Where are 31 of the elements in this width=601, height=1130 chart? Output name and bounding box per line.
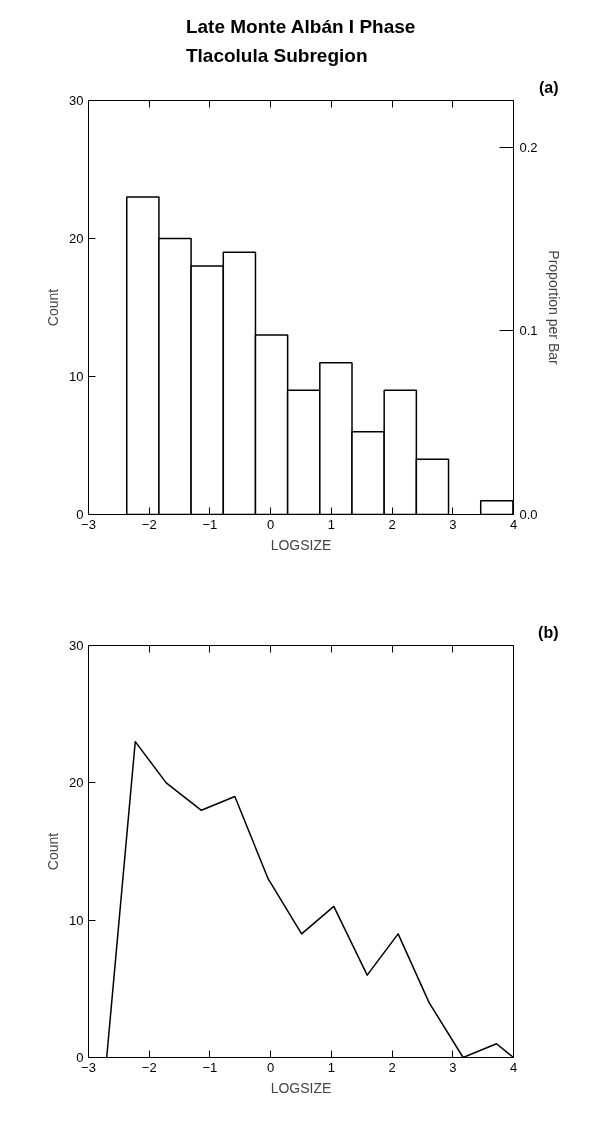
y-tick-label: 10: [69, 369, 84, 384]
x-tick-label: 0: [267, 516, 275, 532]
x-tick-label: −2: [141, 1059, 157, 1075]
y2-axis-title: Proportion per Bar: [545, 250, 562, 366]
x-tick-label: 1: [327, 1059, 335, 1075]
chart-title: Late Monte Albán I Phase Tlacolula Subregion: [185, 16, 416, 67]
x-tick-label: 2: [388, 1059, 396, 1075]
x-tick-label: 1: [327, 516, 335, 532]
y-tick-label: 20: [69, 775, 84, 791]
x-axis-title: LOGSIZE: [270, 1079, 332, 1096]
y-axis-title: Count: [45, 832, 62, 871]
y-axis-title: Count: [45, 288, 62, 327]
x-tick-label: 3: [449, 1059, 457, 1075]
x-tick-label: 2: [388, 516, 396, 532]
y-tick-label: 10: [69, 912, 84, 928]
text: (b): [538, 623, 559, 641]
y2-tick-label: 0.1: [519, 323, 538, 339]
y2-tick-label: 0.2: [519, 139, 538, 155]
y2-tick-label: 0.0: [519, 507, 538, 522]
x-tick-label: −1: [202, 1059, 218, 1075]
x-tick-label: 4: [509, 1059, 518, 1075]
x-tick-label: 3: [449, 516, 457, 532]
y-tick-label: 20: [69, 231, 84, 246]
x-axis-title: LOGSIZE: [270, 536, 332, 553]
x-tick-label: −1: [202, 516, 218, 532]
y-tick-label: 30: [69, 93, 84, 108]
x-tick-label: 0: [267, 1059, 275, 1075]
text: (a): [538, 78, 559, 96]
x-tick-label: 4: [509, 516, 518, 532]
x-tick-label: −2: [141, 516, 157, 532]
y-tick-label: 30: [69, 638, 84, 653]
